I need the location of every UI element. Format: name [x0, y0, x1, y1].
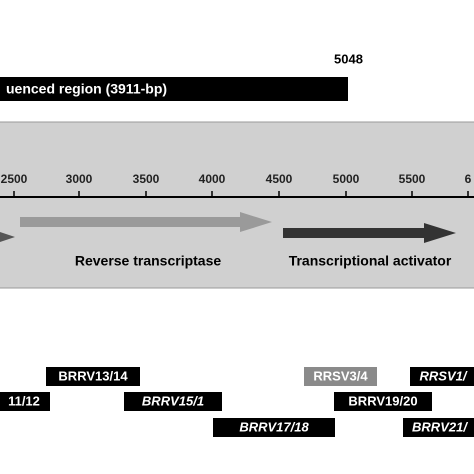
primer-box: [304, 367, 377, 386]
primer-box: [0, 392, 50, 411]
primer-label: 11/12: [8, 393, 40, 408]
sequenced-region-label: uenced region (3911-bp): [6, 81, 167, 97]
gene-arrow: [283, 223, 456, 243]
primer-label: BRRV13/14: [58, 368, 128, 383]
tick-label: 3500: [133, 172, 160, 186]
primer-box: [403, 418, 474, 437]
primer-box: [334, 392, 432, 411]
primer-label: BRRV15/1: [142, 393, 204, 408]
tick-label: 2500: [1, 172, 28, 186]
gene-label: Reverse transcriptase: [75, 253, 222, 269]
tick-label: 4000: [199, 172, 226, 186]
gene-panel: [0, 121, 474, 289]
primer-box: [46, 367, 140, 386]
primer-box: [124, 392, 222, 411]
primer-label: BRRV17/18: [239, 419, 309, 434]
primer-box: [410, 367, 474, 386]
primer-label: RRSV3/4: [313, 368, 368, 383]
gene-arrow: [20, 212, 272, 232]
tick-label: 6: [465, 172, 472, 186]
arrow-stub: [0, 232, 15, 242]
primer-label: RRSV1/: [420, 368, 468, 383]
gene-label: Transcriptional activator: [289, 253, 452, 269]
tick-label: 5500: [399, 172, 426, 186]
primer-box: [213, 418, 335, 437]
end-label: 5048: [334, 51, 363, 66]
tick-label: 3000: [66, 172, 93, 186]
sequenced-region-bar: [0, 77, 348, 101]
tick-label: 4500: [266, 172, 293, 186]
tick-label: 5000: [333, 172, 360, 186]
primer-label: BRRV19/20: [348, 393, 417, 408]
primer-label: BRRV21/: [412, 419, 468, 434]
